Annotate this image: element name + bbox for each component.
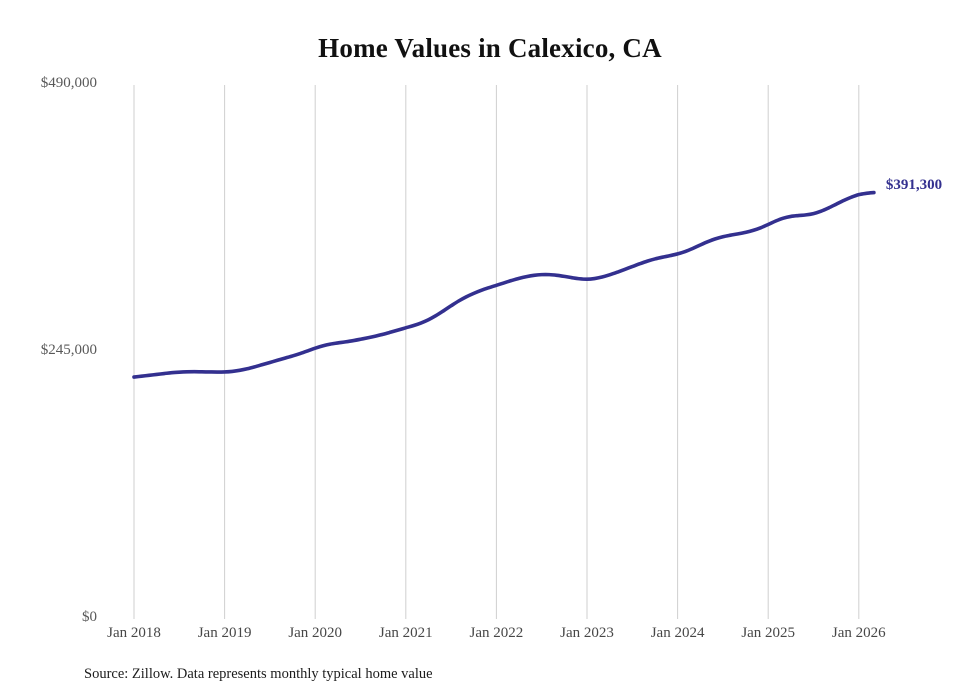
y-tick-245000: $245,000 — [40, 342, 97, 358]
x-tick-jan-2019: Jan 2019 — [197, 625, 252, 641]
x-tick-jan-2018: Jan 2018 — [107, 625, 161, 641]
home-value-series — [132, 190, 876, 379]
y-tick-490000: $490,000 — [40, 75, 97, 91]
home-value-line — [132, 190, 876, 379]
chart-title: Home Values in Calexico, CA — [318, 33, 662, 63]
x-tick-jan-2022: Jan 2022 — [469, 625, 524, 641]
x-tick-jan-2021: Jan 2021 — [378, 625, 433, 641]
x-tick-jan-2020: Jan 2020 — [288, 625, 343, 641]
y-tick-0: $0 — [82, 609, 97, 625]
x-tick-jan-2026: Jan 2026 — [831, 625, 886, 641]
x-tick-jan-2023: Jan 2023 — [560, 625, 614, 641]
end-value-annotation: $391,300 — [885, 176, 943, 193]
x-tick-jan-2025: Jan 2025 — [741, 625, 796, 641]
x-tick-jan-2024: Jan 2024 — [650, 625, 705, 641]
source-note: Source: Zillow. Data represents monthly … — [84, 666, 433, 682]
x-gridlines — [133, 85, 860, 619]
